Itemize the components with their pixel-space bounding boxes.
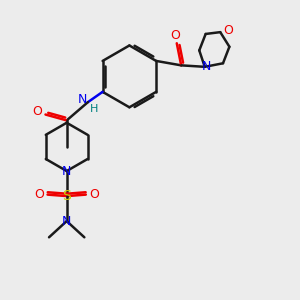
- Text: O: O: [34, 188, 44, 200]
- Text: S: S: [62, 189, 71, 203]
- Text: O: O: [89, 188, 99, 200]
- Text: N: N: [62, 165, 71, 178]
- Text: H: H: [90, 103, 99, 114]
- Text: O: O: [170, 28, 180, 41]
- Text: N: N: [202, 60, 211, 73]
- Text: O: O: [224, 24, 233, 37]
- Text: N: N: [78, 93, 87, 106]
- Text: O: O: [32, 105, 42, 118]
- Text: N: N: [62, 214, 71, 228]
